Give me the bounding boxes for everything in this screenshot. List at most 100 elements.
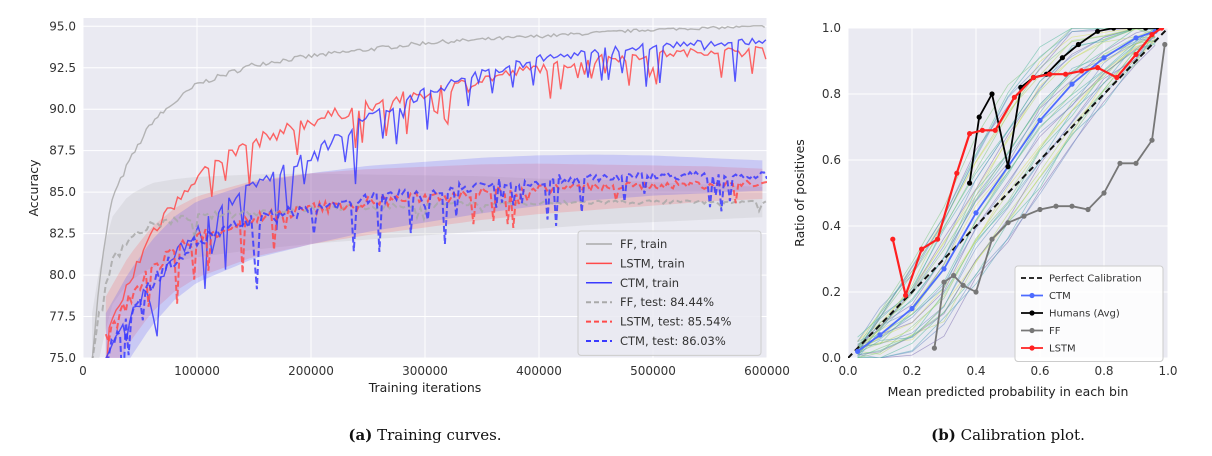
point-ff — [1021, 213, 1027, 219]
series-lstm — [891, 28, 1163, 300]
variant-curve — [857, 28, 1156, 353]
point-ff — [960, 282, 966, 288]
legend-label-ctm-train: CTM, train — [620, 276, 679, 290]
point-ctm — [1133, 35, 1139, 41]
training-curves-panel: 0 100000 200000 300000 400000 500000 600000 75.… — [26, 18, 790, 444]
legend-label-lstm-train: LSTM, train — [620, 256, 685, 270]
point-ff — [1133, 160, 1139, 166]
y-axis-label: Ratio of positives — [792, 139, 807, 247]
variant-curve — [857, 28, 1156, 349]
variant-curve — [857, 28, 1156, 352]
point-lstm — [954, 170, 960, 176]
legend-label-ff-train: FF, train — [620, 237, 667, 251]
point-ff — [989, 236, 995, 242]
x-tick-label: 600000 — [744, 364, 790, 378]
band-ctm-test-86-03 — [105, 154, 763, 358]
point-ctm — [909, 305, 915, 312]
x-tick-label: 400000 — [516, 364, 562, 378]
point-ctm — [973, 210, 979, 216]
x-tick-label: 0 — [79, 364, 87, 378]
x-tick-label: 0.6 — [1030, 364, 1049, 378]
legend-marker-humans-avg — [1029, 310, 1035, 316]
series-ff-train — [91, 24, 766, 358]
caption-b: (b) Calibration plot. — [931, 426, 1085, 444]
y-tick-label: 0.0 — [822, 351, 841, 365]
point-ctm — [1069, 81, 1075, 87]
y-tick-label: 87.5 — [49, 144, 76, 158]
legend-label-ctm: CTM — [1049, 291, 1071, 302]
point-ctm — [941, 266, 947, 272]
y-tick-label: 75.0 — [49, 351, 76, 365]
legend: Perfect Calibration CTM Humans (Avg) FF LSTM — [1014, 265, 1164, 362]
point-ff — [1117, 160, 1123, 166]
point-ctm — [855, 348, 861, 354]
x-tick-label: 0.4 — [966, 364, 985, 378]
legend-label-humans-avg: Humans (Avg) — [1049, 309, 1120, 320]
y-tick-label: 90.0 — [49, 102, 76, 116]
y-tick-label: 77.5 — [49, 310, 76, 324]
x-tick-label: 0.2 — [902, 364, 921, 378]
point-ff — [1037, 206, 1043, 213]
point-lstm — [1159, 28, 1165, 31]
point-lstm — [1047, 71, 1053, 77]
point-humans-avg — [1143, 28, 1149, 31]
variant-curve — [857, 28, 1156, 342]
point-humans-avg — [1111, 28, 1117, 31]
point-humans-avg — [1075, 41, 1081, 48]
variant-curve — [857, 28, 1156, 348]
series-ctm-test-86-03 — [106, 170, 767, 358]
variant-curve — [857, 36, 1156, 355]
x-tick-label: 1.0 — [1158, 364, 1177, 378]
point-lstm — [1095, 65, 1101, 71]
point-ff — [1149, 137, 1155, 143]
point-ff — [1162, 41, 1168, 48]
x-tick-label: 100000 — [174, 364, 220, 378]
point-humans-avg — [967, 180, 973, 186]
point-ctm — [877, 332, 883, 338]
variant-curve — [857, 28, 1156, 338]
caption-text: Calibration plot. — [961, 426, 1085, 444]
x-tick-label: 0.0 — [838, 364, 857, 378]
caption-label: (b) — [931, 426, 956, 444]
band-ff-test-84-44 — [92, 173, 763, 358]
variant-curve — [857, 39, 1156, 352]
legend-marker-ff — [1029, 327, 1035, 334]
point-humans-avg — [1095, 28, 1101, 34]
point-humans-avg — [989, 91, 995, 97]
caption-label: (a) — [348, 426, 372, 444]
point-lstm — [1114, 74, 1120, 81]
legend-label-ff: FF — [1049, 326, 1061, 337]
y-tick-label: 82.5 — [49, 227, 76, 241]
point-humans-avg — [1005, 164, 1011, 170]
point-humans-avg — [1127, 28, 1133, 31]
x-axis-label: Training iterations — [368, 380, 482, 395]
y-tick-label: 0.8 — [822, 87, 841, 101]
y-axis-label: Accuracy — [26, 159, 41, 217]
point-ff — [1101, 190, 1107, 196]
point-ctm — [1037, 117, 1043, 123]
point-lstm — [1079, 68, 1085, 74]
y-tick-label: 85.0 — [49, 185, 76, 199]
point-lstm — [992, 127, 998, 133]
point-lstm — [1031, 74, 1037, 81]
point-lstm — [903, 292, 909, 298]
y-tick-label: 0.2 — [822, 285, 841, 299]
point-ff — [1085, 206, 1091, 213]
point-ff — [1069, 203, 1075, 209]
series-lstm-train — [106, 45, 767, 358]
point-ff — [951, 272, 957, 279]
calibration-panel: 0.0 0.2 0.4 0.6 0.8 1.0 0.0 0.2 0.4 0.6 0.8 1.0 Mea… — [792, 21, 1178, 444]
point-ff — [973, 289, 979, 295]
caption-text: Training curves. — [377, 426, 501, 444]
y-tick-label: 0.6 — [822, 153, 841, 167]
variant-curve — [857, 29, 1156, 357]
legend-marker-lstm — [1029, 345, 1035, 351]
y-tick-label: 80.0 — [49, 268, 76, 282]
y-tick-label: 92.5 — [49, 61, 76, 75]
legend-label-ctm-test-86-03: CTM, test: 86.03% — [620, 334, 726, 348]
legend: FF, train LSTM, train CTM, train FF, test: … — [577, 230, 762, 356]
y-tick-label: 0.4 — [822, 219, 841, 233]
point-lstm — [1011, 94, 1018, 100]
point-lstm — [890, 236, 896, 242]
variant-curve — [857, 32, 1156, 358]
